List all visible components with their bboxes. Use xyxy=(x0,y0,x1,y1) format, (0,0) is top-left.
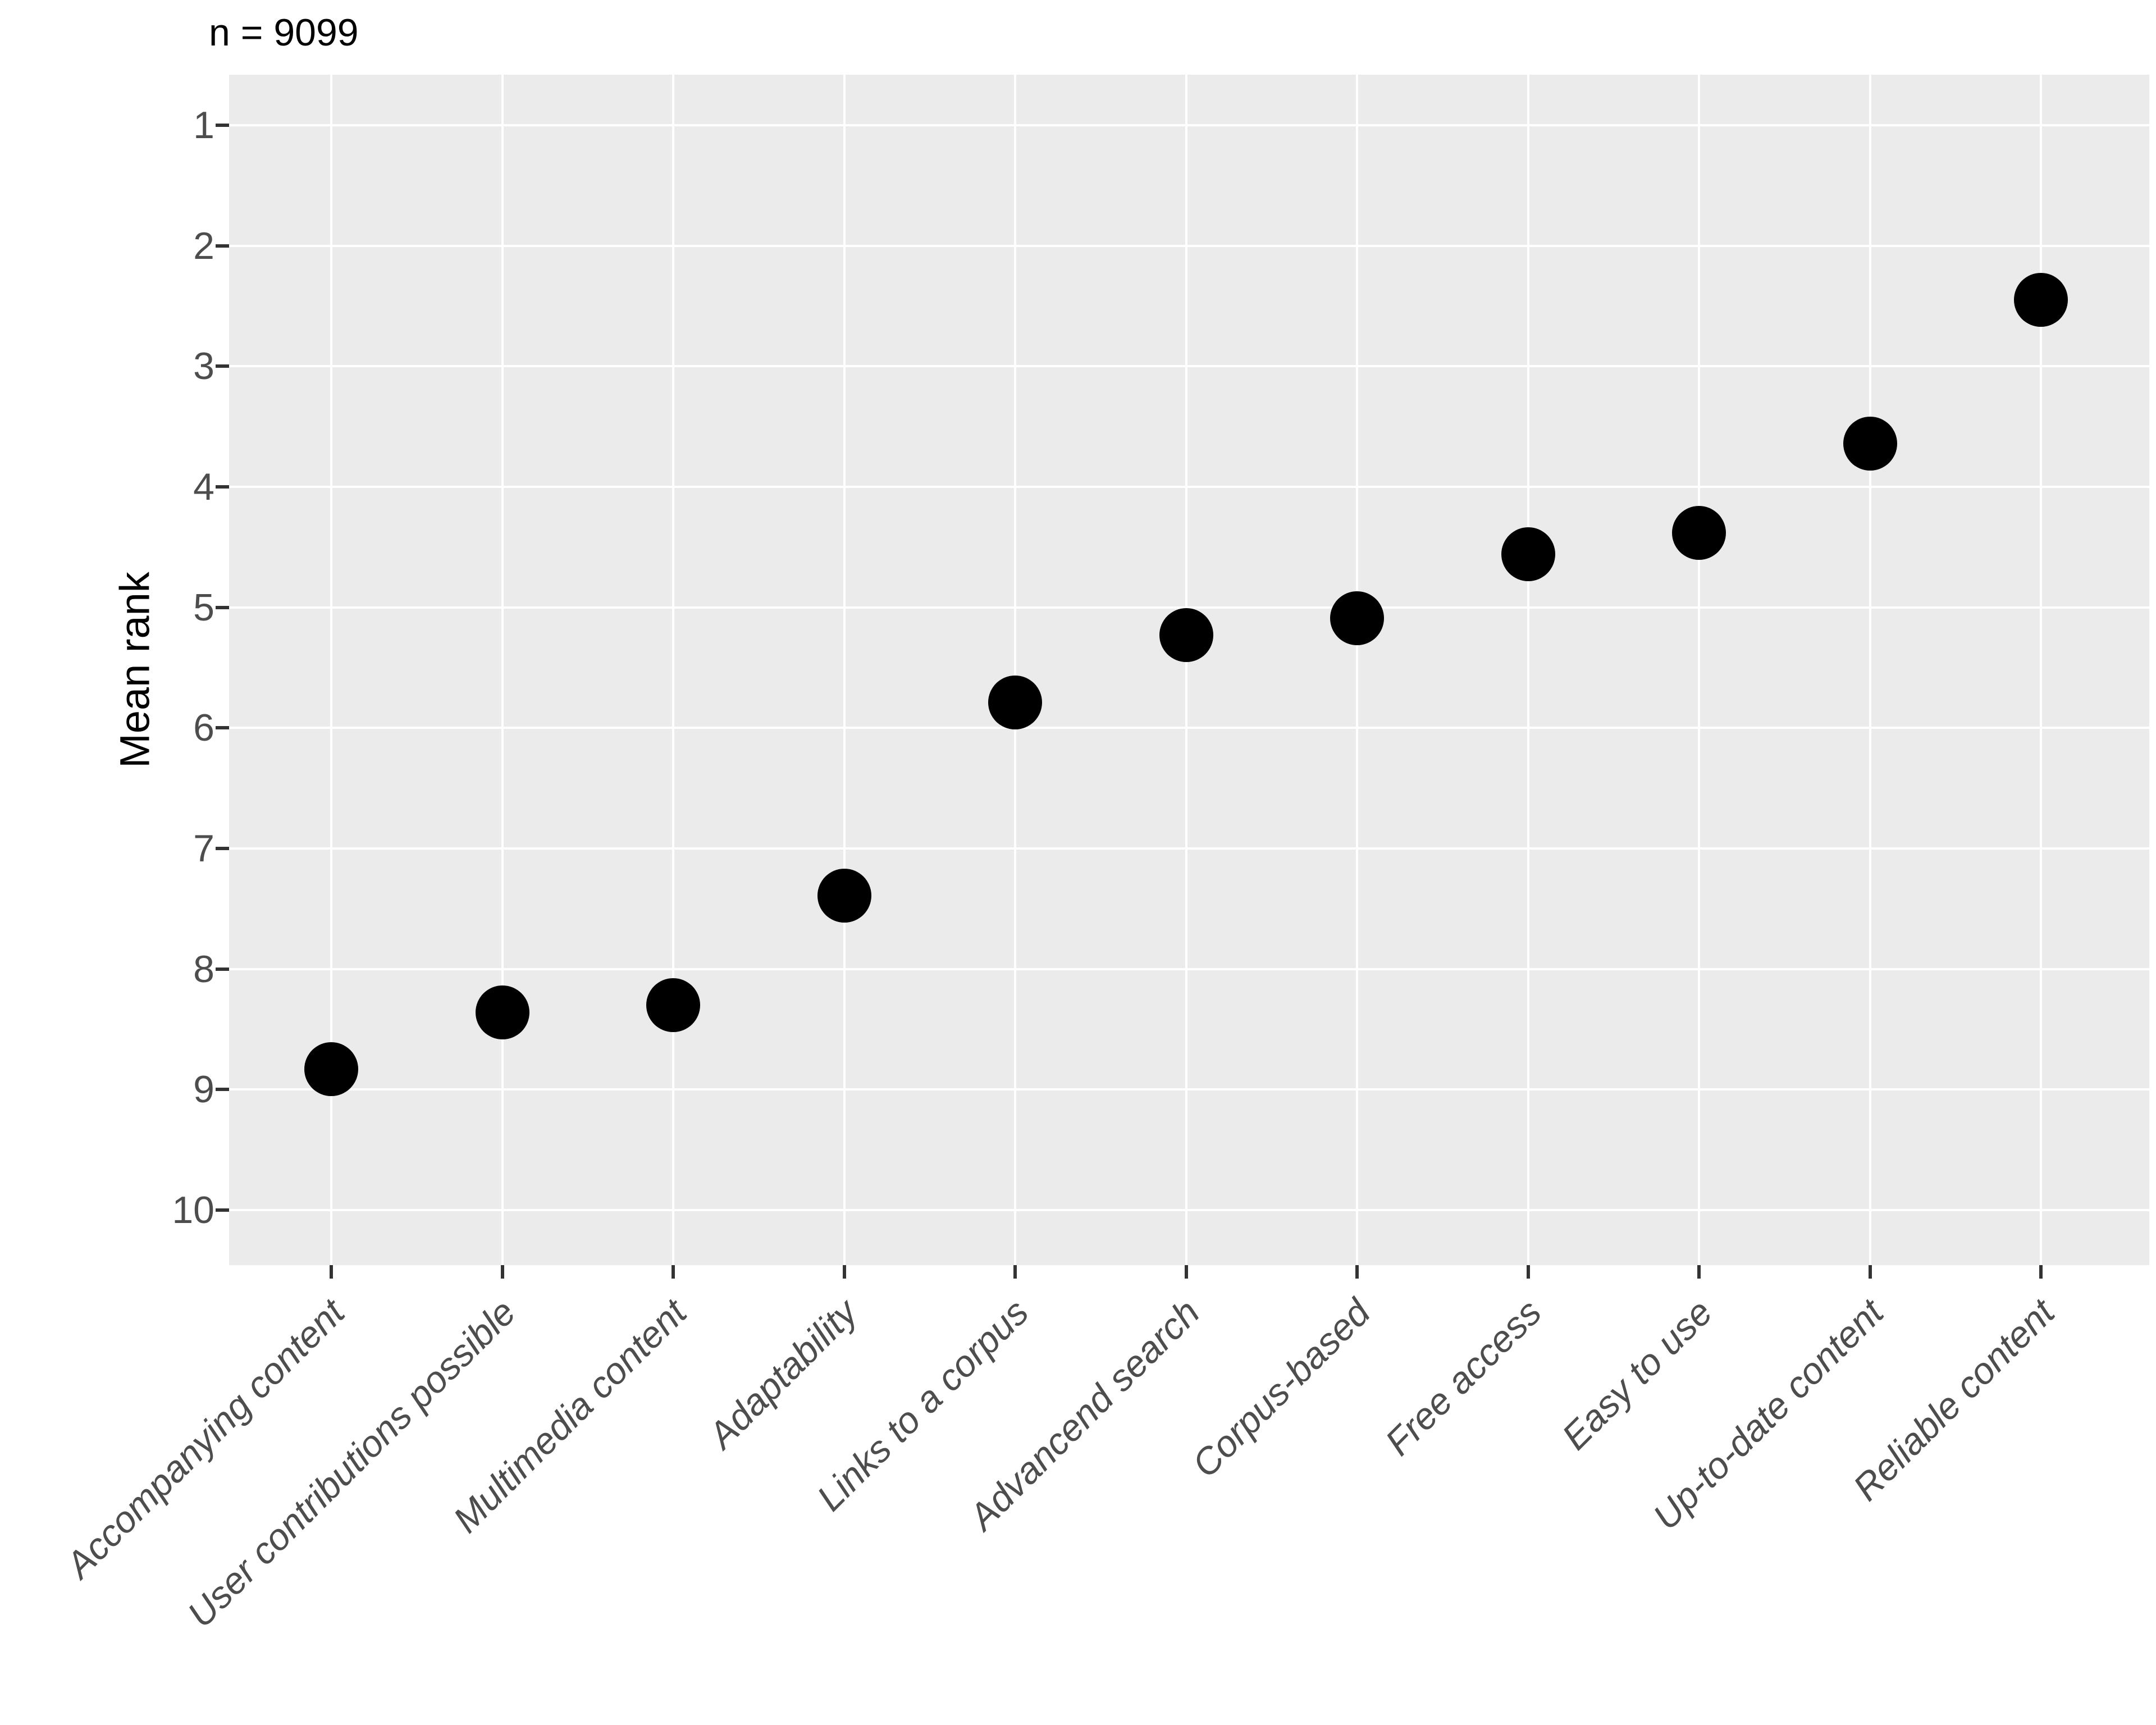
y-tick-mark xyxy=(216,847,229,850)
x-tick-mark xyxy=(330,1265,333,1279)
y-tick-mark xyxy=(216,1208,229,1212)
gridline-horizontal xyxy=(229,606,2149,609)
x-category-label: Easy to use xyxy=(1554,1291,1720,1458)
x-tick-mark xyxy=(1868,1265,1872,1279)
gridline-horizontal xyxy=(229,124,2149,126)
gridline-vertical xyxy=(843,75,846,1265)
x-tick-mark xyxy=(1697,1265,1701,1279)
data-point xyxy=(1330,591,1384,645)
y-tick-mark xyxy=(216,1088,229,1092)
gridline-vertical xyxy=(1698,75,1700,1265)
plot-title: n = 9099 xyxy=(209,11,359,54)
y-tick-label: 3 xyxy=(193,345,214,388)
gridline-horizontal xyxy=(229,365,2149,368)
y-tick-mark xyxy=(216,244,229,248)
y-tick-mark xyxy=(216,605,229,609)
y-tick-mark xyxy=(216,124,229,127)
gridline-vertical xyxy=(672,75,674,1265)
gridline-horizontal xyxy=(229,847,2149,850)
y-tick-mark xyxy=(216,485,229,489)
y-tick-label: 10 xyxy=(172,1189,214,1231)
x-category-label: Free access xyxy=(1377,1291,1550,1463)
data-point xyxy=(2014,273,2068,327)
x-tick-mark xyxy=(672,1265,675,1279)
data-point xyxy=(475,985,529,1039)
gridline-horizontal xyxy=(229,968,2149,970)
data-point xyxy=(1843,416,1897,471)
gridline-horizontal xyxy=(229,486,2149,488)
gridline-horizontal xyxy=(229,1088,2149,1091)
gridline-vertical xyxy=(330,75,332,1265)
data-point xyxy=(1159,608,1213,663)
data-point xyxy=(304,1042,358,1096)
data-point xyxy=(1672,505,1726,560)
x-category-label: Accompanying content xyxy=(58,1291,353,1586)
x-tick-mark xyxy=(2039,1265,2043,1279)
x-tick-mark xyxy=(1355,1265,1359,1279)
data-point xyxy=(988,676,1042,730)
x-category-label: Corpus-based xyxy=(1184,1291,1378,1485)
y-tick-mark xyxy=(216,967,229,971)
gridline-vertical xyxy=(1527,75,1529,1265)
gridline-vertical xyxy=(1014,75,1016,1265)
y-tick-label: 6 xyxy=(193,706,214,750)
y-tick-label: 9 xyxy=(193,1068,214,1111)
gridline-vertical xyxy=(1869,75,1871,1265)
x-category-label: Adaptability xyxy=(700,1291,866,1456)
x-tick-mark xyxy=(1013,1265,1017,1279)
x-category-label: User contributions possible xyxy=(179,1291,524,1635)
y-tick-label: 1 xyxy=(193,104,214,147)
gridline-horizontal xyxy=(229,244,2149,247)
y-tick-mark xyxy=(216,726,229,730)
gridline-vertical xyxy=(1356,75,1358,1265)
x-tick-mark xyxy=(500,1265,504,1279)
y-tick-label: 2 xyxy=(193,224,214,267)
y-tick-label: 7 xyxy=(193,827,214,870)
data-point xyxy=(646,978,700,1033)
x-tick-mark xyxy=(842,1265,846,1279)
y-tick-label: 4 xyxy=(193,466,214,508)
y-tick-label: 5 xyxy=(193,586,214,629)
data-point xyxy=(817,868,871,923)
data-point xyxy=(1501,527,1555,582)
gridline-horizontal xyxy=(229,727,2149,729)
x-tick-mark xyxy=(1184,1265,1188,1279)
gridline-vertical xyxy=(2040,75,2042,1265)
gridline-horizontal xyxy=(229,1209,2149,1211)
gridline-vertical xyxy=(501,75,504,1265)
y-tick-label: 8 xyxy=(193,947,214,991)
gridline-vertical xyxy=(1185,75,1187,1265)
y-tick-mark xyxy=(216,364,229,368)
plot-panel xyxy=(229,75,2149,1265)
x-tick-mark xyxy=(1526,1265,1530,1279)
